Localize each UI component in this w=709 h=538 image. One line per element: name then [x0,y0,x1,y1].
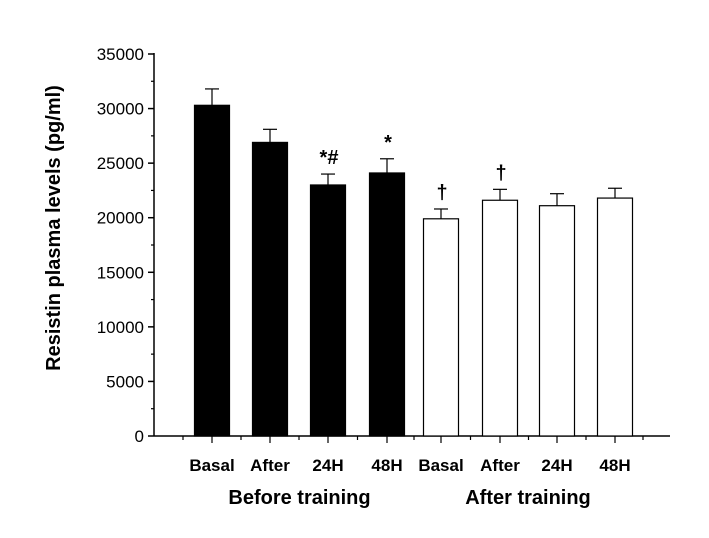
bar [368,172,406,437]
bar [422,218,460,437]
x-group-label: Before training [228,487,370,509]
bar [193,104,231,437]
bar [538,205,576,437]
bars [193,88,634,437]
x-category-label: 48H [371,456,402,475]
bar [481,199,519,437]
x-category-label: Basal [189,456,234,475]
x-category-label: 24H [312,456,343,475]
y-tick-label: 35000 [97,45,144,64]
significance-marker: † [495,162,506,184]
significance-marker: * [384,132,392,154]
x-group-label: After training [465,487,591,509]
x-category-label: 24H [541,456,572,475]
significance-marker: † [436,182,447,204]
x-category-label: After [480,456,520,475]
bar [251,141,289,437]
bar [309,184,347,437]
x-category-label: Basal [418,456,463,475]
y-tick-label: 15000 [97,263,144,282]
y-axis-label: Resistin plasma levels (pg/ml) [43,85,65,371]
bar [596,197,634,437]
y-tick-label: 20000 [97,209,144,228]
x-category-label: 48H [599,456,630,475]
y-tick-label: 5000 [106,372,144,391]
significance-marker: *# [320,147,339,169]
y-tick-label: 10000 [97,318,144,337]
y-tick-label: 25000 [97,154,144,173]
axes [148,53,670,443]
x-category-label: After [250,456,290,475]
labels: 0 5000 10000 15000 20000 25000 30000 35000 Basal… [97,45,631,509]
y-tick-label: 0 [135,427,144,446]
y-tick-label: 30000 [97,100,144,119]
